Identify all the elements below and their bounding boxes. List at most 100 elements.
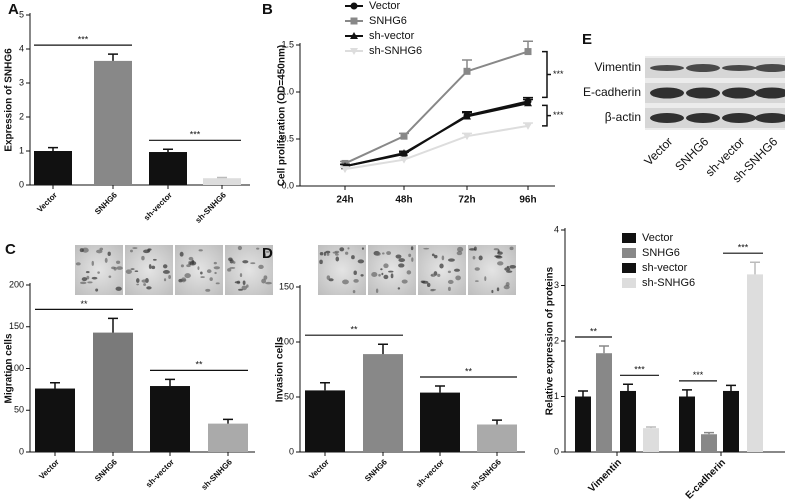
point — [400, 132, 408, 140]
x-tick-label: sh-vector — [142, 191, 174, 223]
y-tick-label: 2 — [19, 111, 24, 121]
cell — [265, 281, 272, 285]
significance-label: *** — [738, 243, 749, 253]
cell — [342, 279, 349, 285]
cell — [85, 270, 90, 274]
point — [400, 156, 408, 164]
legend-swatch — [622, 263, 636, 273]
cell — [353, 270, 357, 275]
cell — [381, 272, 384, 276]
cell — [163, 278, 167, 282]
y-axis-label: Expression of SNHG6 — [4, 48, 15, 152]
cell — [242, 260, 249, 264]
cell — [357, 259, 365, 264]
cell — [398, 258, 406, 263]
cell — [319, 259, 323, 265]
y-tick-label: 0 — [19, 179, 24, 189]
error-bar — [435, 385, 445, 393]
y-axis-label: Migration cells — [4, 333, 15, 403]
error-bar — [217, 176, 227, 179]
error-bar — [599, 345, 609, 354]
cell — [383, 263, 389, 269]
cell — [97, 271, 100, 274]
bar — [34, 151, 72, 185]
cell — [447, 279, 454, 285]
y-tick-label: 4 — [19, 43, 24, 53]
cell — [478, 255, 483, 261]
bar — [747, 274, 763, 452]
cell — [380, 268, 383, 271]
cell — [152, 258, 157, 261]
cell — [141, 279, 148, 283]
blot-band — [755, 87, 785, 99]
significance-label: ** — [590, 326, 598, 336]
y-tick-label: 3 — [554, 280, 559, 290]
legend-label: sh-vector — [642, 262, 688, 274]
x-tick-label: Vector — [37, 458, 61, 482]
cell — [162, 264, 168, 269]
x-tick-label: sh-vector — [414, 458, 446, 490]
significance-bracket — [542, 50, 551, 99]
cell — [426, 282, 431, 288]
cell — [115, 286, 122, 291]
cell — [420, 280, 426, 283]
point — [524, 99, 532, 107]
cell — [132, 247, 138, 249]
cell — [228, 257, 233, 262]
x-tick-label: SNHG6 — [93, 190, 119, 216]
cell — [388, 270, 394, 273]
cell — [189, 260, 197, 266]
cell — [491, 289, 494, 294]
legend-swatch — [622, 278, 636, 288]
cell — [82, 247, 89, 253]
y-tick-label: 1 — [19, 145, 24, 155]
cell — [433, 254, 438, 259]
cell — [215, 282, 220, 285]
cell — [473, 246, 477, 251]
bar — [93, 332, 133, 452]
blot-band — [722, 87, 756, 99]
bar — [701, 434, 717, 452]
cell — [497, 249, 500, 254]
significance-label: *** — [553, 110, 564, 120]
y-tick-label: 0 — [554, 446, 559, 456]
bar — [643, 428, 659, 452]
cell — [503, 284, 510, 290]
cell — [371, 272, 378, 278]
error-bar — [682, 389, 692, 397]
bar — [305, 390, 345, 452]
cell — [386, 251, 392, 256]
significance-label: *** — [553, 69, 564, 79]
cell — [265, 250, 270, 253]
panel-letter: C — [5, 241, 16, 258]
cell — [95, 288, 99, 292]
x-tick-label: 24h — [336, 195, 353, 206]
y-tick-label: 50 — [284, 391, 294, 401]
cell — [439, 263, 444, 269]
cell — [148, 264, 152, 269]
cell — [184, 273, 191, 279]
significance-label: *** — [78, 34, 89, 44]
cell — [111, 266, 116, 270]
bar — [35, 388, 75, 452]
error-bar — [48, 146, 58, 151]
cell — [214, 271, 217, 275]
cell — [339, 247, 345, 252]
legend-swatch — [622, 248, 636, 258]
cell — [455, 275, 461, 281]
legend-marker — [350, 48, 358, 55]
y-tick-label: 5 — [19, 9, 24, 19]
blot-band — [722, 65, 756, 71]
y-tick-label: 1.0 — [281, 86, 294, 96]
cell — [232, 261, 236, 264]
cell — [213, 266, 220, 270]
bar — [477, 424, 517, 452]
cell — [209, 277, 213, 281]
cell — [86, 275, 90, 280]
blot-band — [755, 113, 785, 123]
point — [341, 166, 349, 174]
significance-label: ** — [195, 360, 203, 370]
bar — [203, 178, 241, 185]
cell — [168, 274, 171, 280]
significance-label: ** — [80, 299, 88, 309]
